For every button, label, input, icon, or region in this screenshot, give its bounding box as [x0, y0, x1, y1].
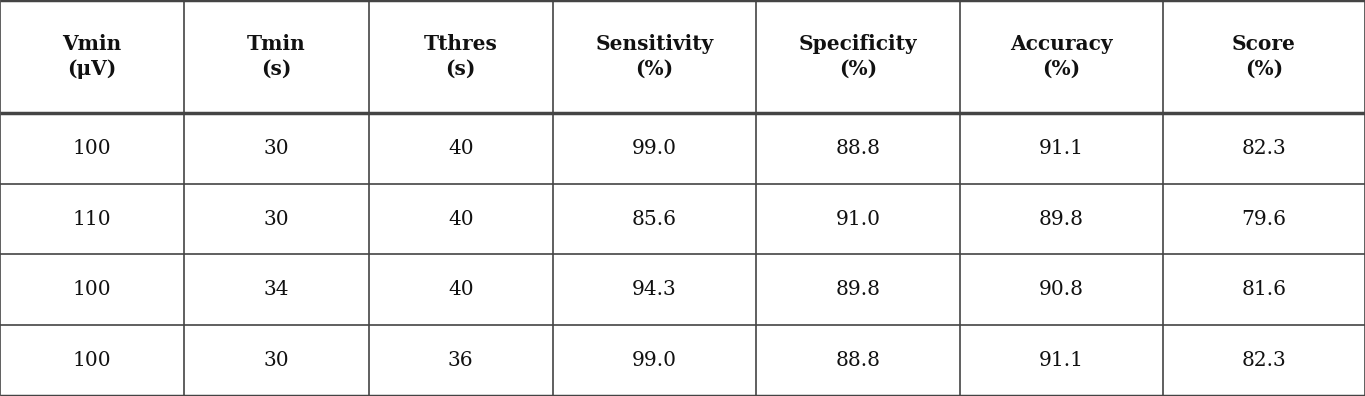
Text: 82.3: 82.3 — [1242, 351, 1286, 370]
Text: 36: 36 — [448, 351, 474, 370]
Text: Sensitivity
(%): Sensitivity (%) — [595, 34, 714, 79]
Text: Vmin
(μV): Vmin (μV) — [63, 34, 121, 79]
Text: Accuracy
(%): Accuracy (%) — [1010, 34, 1112, 79]
Text: 30: 30 — [263, 209, 289, 228]
Text: 34: 34 — [263, 280, 289, 299]
Text: 91.1: 91.1 — [1039, 351, 1084, 370]
Text: 90.8: 90.8 — [1039, 280, 1084, 299]
Text: Tthres
(s): Tthres (s) — [423, 34, 498, 79]
Text: 79.6: 79.6 — [1242, 209, 1286, 228]
Text: 91.1: 91.1 — [1039, 139, 1084, 158]
Text: Specificity
(%): Specificity (%) — [799, 34, 917, 79]
Text: 89.8: 89.8 — [835, 280, 880, 299]
Text: 110: 110 — [72, 209, 112, 228]
Text: 30: 30 — [263, 139, 289, 158]
Text: 100: 100 — [72, 280, 112, 299]
Text: 82.3: 82.3 — [1242, 139, 1286, 158]
Text: 88.8: 88.8 — [835, 351, 880, 370]
Text: 30: 30 — [263, 351, 289, 370]
Text: 40: 40 — [448, 209, 474, 228]
Text: 100: 100 — [72, 351, 112, 370]
Text: 40: 40 — [448, 280, 474, 299]
Text: 85.6: 85.6 — [632, 209, 677, 228]
Text: 100: 100 — [72, 139, 112, 158]
Text: 94.3: 94.3 — [632, 280, 677, 299]
Text: Tmin
(s): Tmin (s) — [247, 34, 306, 79]
Text: 91.0: 91.0 — [835, 209, 880, 228]
Text: 40: 40 — [448, 139, 474, 158]
Text: 89.8: 89.8 — [1039, 209, 1084, 228]
Text: 99.0: 99.0 — [632, 139, 677, 158]
Text: 81.6: 81.6 — [1242, 280, 1286, 299]
Text: Score
(%): Score (%) — [1233, 34, 1295, 79]
Text: 99.0: 99.0 — [632, 351, 677, 370]
Text: 88.8: 88.8 — [835, 139, 880, 158]
